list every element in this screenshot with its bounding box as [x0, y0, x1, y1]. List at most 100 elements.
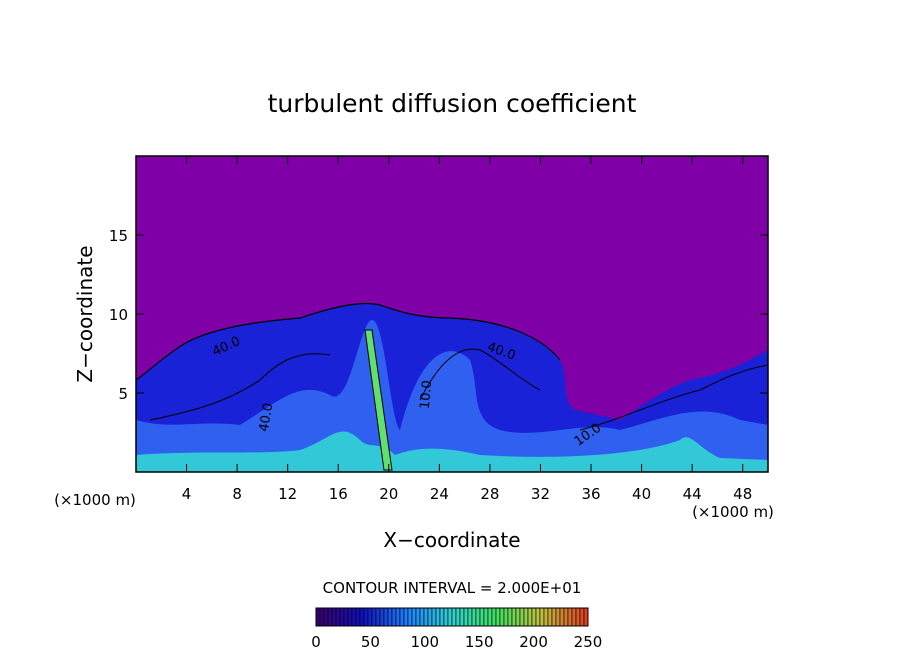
colorbar-swatch [483, 607, 489, 627]
colorbar-swatch [463, 607, 469, 627]
y-tick-label: 5 [118, 385, 128, 403]
colorbar-swatch [471, 607, 477, 627]
colorbar-swatch [507, 607, 513, 627]
colorbar-swatch [547, 607, 553, 627]
colorbar-swatch [575, 607, 581, 627]
colorbar-swatch [455, 607, 461, 627]
contour-label: 10.0 [418, 380, 435, 410]
colorbar-swatch [443, 607, 449, 627]
colorbar-swatch [435, 607, 441, 627]
colorbar-frame [315, 607, 589, 627]
colorbar-swatch [475, 607, 481, 627]
colorbar-swatch [315, 607, 321, 627]
colorbar-swatch [459, 607, 465, 627]
field-region [364, 329, 393, 471]
x-tick-label: 36 [581, 485, 600, 503]
colorbar-swatch [431, 607, 437, 627]
x-tick-label: 24 [430, 485, 449, 503]
colorbar-swatch [579, 607, 585, 627]
colorbar-swatch [411, 607, 417, 627]
contour-line [149, 348, 769, 431]
x-tick-label: 12 [278, 485, 297, 503]
x-tick-label: 8 [232, 485, 242, 503]
x-unit-label: (×1000 m) [692, 503, 774, 521]
colorbar-tick-label: 50 [361, 633, 380, 651]
colorbar-swatch [503, 607, 509, 627]
colorbar-swatch [407, 607, 413, 627]
colorbar-swatch [335, 607, 341, 627]
x-tick-label: 28 [480, 485, 499, 503]
colorbar-swatch [399, 607, 405, 627]
contour-interval: CONTOUR INTERVAL = 2.000E+01 [323, 579, 582, 597]
x-tick-label: 32 [531, 485, 550, 503]
x-tick-label: 40 [632, 485, 651, 503]
colorbar-swatch [427, 607, 433, 627]
chart-title: turbulent diffusion coefficient [268, 89, 637, 118]
colorbar-tick-label: 250 [574, 633, 603, 651]
colorbar-swatch [559, 607, 565, 627]
colorbar-swatch [355, 607, 361, 627]
colorbar-swatch [371, 607, 377, 627]
colorbar-swatch [487, 607, 493, 627]
colorbar-swatch [563, 607, 569, 627]
y-unit-label: (×1000 m) [54, 491, 136, 509]
colorbar-swatch [491, 607, 497, 627]
colorbar-swatch [535, 607, 541, 627]
colorbar-tick-label: 0 [311, 633, 321, 651]
contour-label: 40.0 [257, 402, 277, 433]
colorbar-swatch [519, 607, 525, 627]
field-region [136, 431, 768, 472]
x-tick-label: 20 [379, 485, 398, 503]
colorbar-swatch [391, 607, 397, 627]
colorbar-swatch [479, 607, 485, 627]
colorbar-swatch [323, 607, 329, 627]
colorbar-tick-label: 200 [519, 633, 548, 651]
colorbar-swatch [415, 607, 421, 627]
colorbar-swatch [527, 607, 533, 627]
colorbar-swatch [379, 607, 385, 627]
colorbar-swatch [539, 607, 545, 627]
colorbar-swatch [383, 607, 389, 627]
colorbar-swatch [571, 607, 577, 627]
x-axis-label: X−coordinate [383, 528, 520, 552]
colorbar-swatch [511, 607, 517, 627]
colorbar-swatch [395, 607, 401, 627]
colorbar-swatch [523, 607, 529, 627]
colorbar-swatch [467, 607, 473, 627]
colorbar-swatch [423, 607, 429, 627]
field-region [136, 320, 768, 472]
colorbar-swatch [319, 607, 325, 627]
colorbar-swatch [499, 607, 505, 627]
colorbar-swatch [343, 607, 349, 627]
x-tick-label: 16 [329, 485, 348, 503]
colorbar-swatch [551, 607, 557, 627]
colorbar-swatch [583, 607, 589, 627]
colorbar-swatch [555, 607, 561, 627]
colorbar-tick-label: 100 [410, 633, 439, 651]
x-tick-label: 44 [683, 485, 702, 503]
colorbar-swatch [359, 607, 365, 627]
colorbar-swatch [451, 607, 457, 627]
colorbar-swatch [543, 607, 549, 627]
colorbar-swatch [339, 607, 345, 627]
colorbar-swatch [327, 607, 333, 627]
colorbar-swatch [403, 607, 409, 627]
colorbar-swatch [367, 607, 373, 627]
colorbar-swatch [439, 607, 445, 627]
y-tick-label: 10 [109, 306, 128, 324]
colorbar-swatch [531, 607, 537, 627]
y-axis-label: Z−coordinate [73, 245, 97, 382]
y-tick-label: 15 [109, 227, 128, 245]
colorbar-swatch [419, 607, 425, 627]
colorbar-swatch [495, 607, 501, 627]
colorbar-swatch [363, 607, 369, 627]
colorbar-swatch [375, 607, 381, 627]
field [135, 156, 769, 472]
colorbar-swatch [347, 607, 353, 627]
x-tick-label: 4 [182, 485, 192, 503]
colorbar-swatch [387, 607, 393, 627]
colorbar-swatch [567, 607, 573, 627]
x-tick-label: 48 [733, 485, 752, 503]
colorbar-swatch [515, 607, 521, 627]
